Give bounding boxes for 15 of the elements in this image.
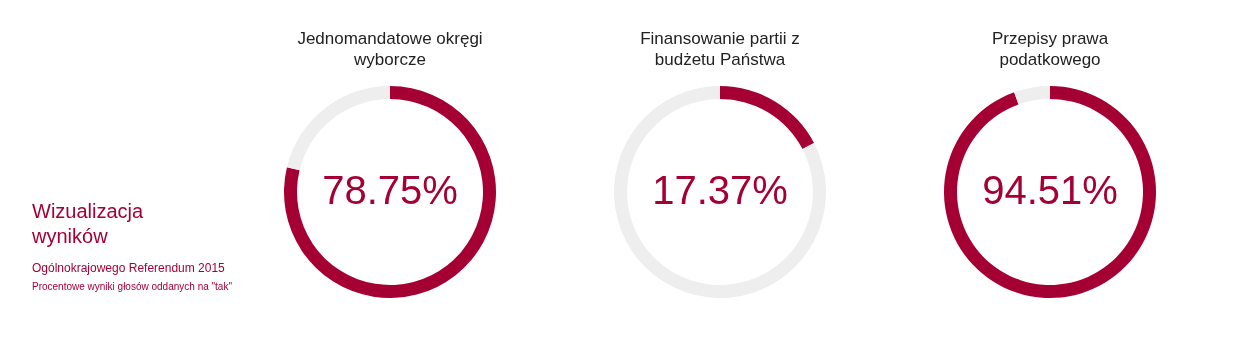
text: Ogólnokrajowego Referendum 2015 — [32, 261, 226, 275]
donut-slice — [944, 86, 1156, 298]
data-label: 94.51% — [982, 168, 1118, 212]
data-label: 78.75% — [322, 168, 458, 212]
chart-title: Jednomandatowe okręgi wyborcze — [297, 29, 483, 69]
chart-title: Przepisy prawa podatkowego — [991, 29, 1109, 69]
donut-slice — [286, 86, 390, 171]
donut-slice — [1014, 86, 1050, 105]
chart-title: Finansowanie partii z budżetu Państwa — [640, 29, 800, 69]
data-label: 17.37% — [652, 168, 788, 212]
donut-slice — [284, 86, 496, 298]
donut-slice — [720, 86, 815, 150]
text: Wizualizacja wyników — [31, 200, 145, 247]
donut-slice — [614, 86, 826, 298]
text: Procentowe wyniki głosów oddanych na "tak" — [32, 281, 233, 292]
